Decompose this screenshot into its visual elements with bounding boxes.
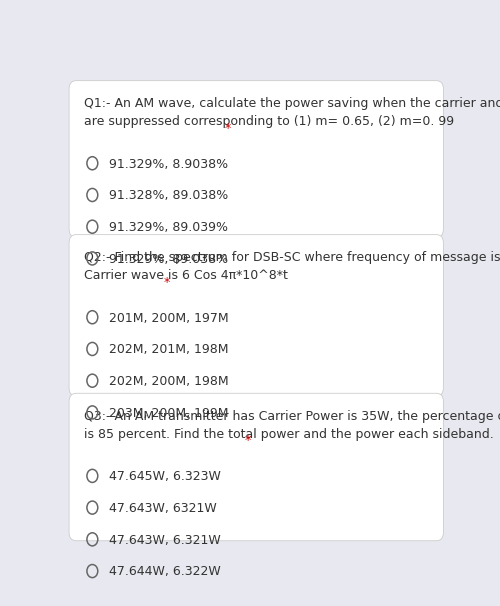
- FancyBboxPatch shape: [69, 393, 444, 541]
- Text: 47.643W, 6.321W: 47.643W, 6.321W: [109, 534, 221, 547]
- Text: 202M, 200M, 198M: 202M, 200M, 198M: [109, 375, 228, 388]
- Text: Q2:- Find the spectrum for DSB-SC where frequency of message is 2M and
Carrier w: Q2:- Find the spectrum for DSB-SC where …: [84, 251, 500, 282]
- Text: 203M, 200M, 199M: 203M, 200M, 199M: [109, 407, 228, 420]
- Text: 201M, 200M, 197M: 201M, 200M, 197M: [109, 311, 228, 325]
- Text: 91.329%, 8.9038%: 91.329%, 8.9038%: [109, 158, 228, 171]
- FancyBboxPatch shape: [69, 81, 444, 238]
- Text: 91.328%, 89.038%: 91.328%, 89.038%: [109, 189, 228, 202]
- Text: *: *: [221, 122, 232, 135]
- Text: 47.643W, 6321W: 47.643W, 6321W: [109, 502, 217, 515]
- Text: 47.644W, 6.322W: 47.644W, 6.322W: [109, 565, 221, 579]
- Text: 47.645W, 6.323W: 47.645W, 6.323W: [109, 470, 221, 483]
- Text: Q3:- An AM transmitter has Carrier Power is 35W, the percentage of modulation
is: Q3:- An AM transmitter has Carrier Power…: [84, 410, 500, 441]
- Text: *: *: [240, 435, 251, 447]
- Text: 91.329%, 89.038%: 91.329%, 89.038%: [109, 253, 228, 266]
- FancyBboxPatch shape: [69, 235, 444, 396]
- Text: 91.329%, 89.039%: 91.329%, 89.039%: [109, 221, 228, 234]
- Text: *: *: [160, 276, 170, 288]
- Text: Q1:- An AM wave, calculate the power saving when the carrier and one sideband
ar: Q1:- An AM wave, calculate the power sav…: [84, 98, 500, 128]
- Text: 202M, 201M, 198M: 202M, 201M, 198M: [109, 344, 228, 356]
